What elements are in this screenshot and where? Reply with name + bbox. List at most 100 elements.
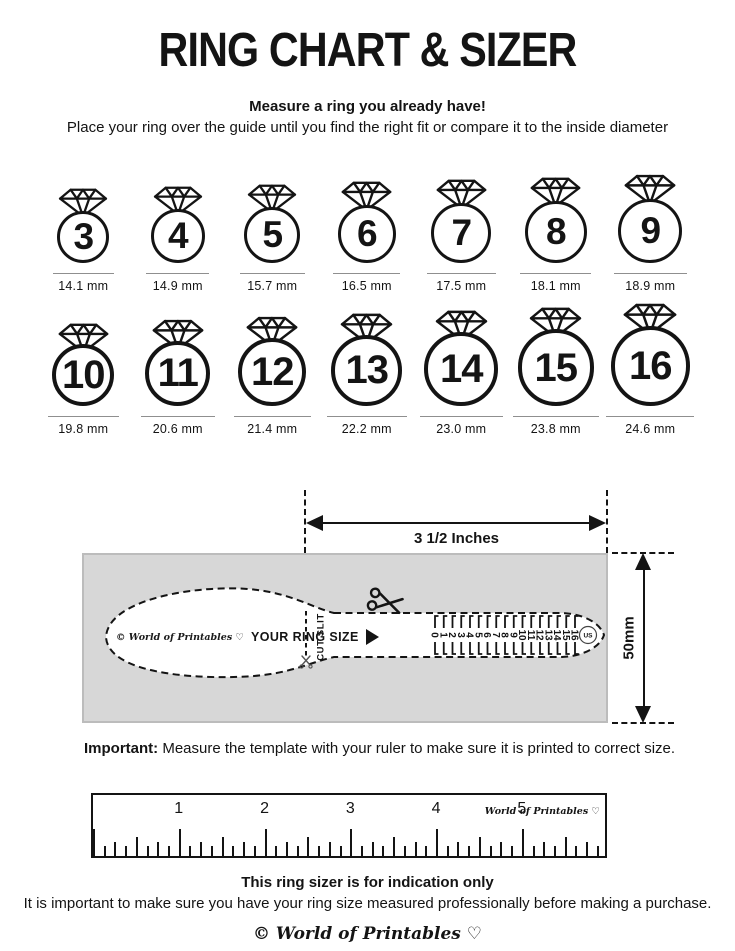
- ruler-tick: [296, 846, 299, 857]
- diamond-icon: [58, 323, 109, 354]
- ruler-tick: [457, 842, 460, 857]
- cut-slit-label: CUT SLIT: [315, 613, 327, 662]
- ring-size-item: 4 14.9 mm: [131, 186, 226, 294]
- paddle-label: © World of Printables ♡ YOUR RING SIZE: [116, 626, 379, 648]
- diamond-ring-icon: 15: [517, 307, 594, 406]
- ring-diameter-label: 14.9 mm: [152, 279, 203, 294]
- ring-underline: [333, 272, 401, 275]
- ring-row-sizes-3-9: 3 14.1 mm 4 14.9 mm 5 15.7 mm 6 16.5 mm 7 17.5 mm…: [0, 174, 735, 294]
- ring-band: 12: [238, 337, 307, 406]
- ring-size-item: 15 23.8 mm: [509, 307, 604, 436]
- ruler-number: 2: [260, 800, 269, 818]
- ruler-tick: [189, 846, 192, 857]
- diamond-ring-icon: 13: [331, 313, 403, 406]
- diamond-ring-icon: 10: [52, 323, 115, 406]
- ruler-tick: [210, 846, 213, 857]
- ring-band: 16: [610, 326, 690, 406]
- important-text: Measure the template with your ruler to …: [158, 740, 676, 758]
- ring-band: 4: [150, 208, 205, 263]
- ring-size-item: 6 16.5 mm: [320, 181, 415, 293]
- ring-diameter-label: 15.7 mm: [247, 279, 298, 294]
- us-size-badge: [578, 626, 598, 645]
- ruler-tick: [328, 842, 331, 857]
- ring-size-item: 13 22.2 mm: [320, 313, 415, 436]
- ring-band: 10: [52, 343, 115, 406]
- important-label: Important:: [84, 740, 159, 758]
- ring-size-number: 8: [545, 211, 567, 253]
- ring-size-number: 15: [534, 345, 578, 390]
- ruler-tick: [253, 846, 256, 857]
- ruler-tick: [168, 846, 171, 857]
- diamond-ring-icon: 6: [337, 181, 396, 263]
- chart-description: Place your ring over the guide until you…: [66, 119, 669, 137]
- ruler-tick: [543, 842, 546, 857]
- ring-size-number: 11: [157, 351, 199, 396]
- ruler-tick: [114, 842, 117, 857]
- ruler-tick: [307, 837, 310, 857]
- mini-scissors-icon: [299, 655, 313, 669]
- page-title: RING CHART & SIZER: [158, 24, 578, 77]
- ruler-tick: [221, 837, 224, 857]
- ruler-tick: [425, 846, 428, 857]
- ruler-tick: [532, 846, 535, 857]
- diamond-icon: [59, 188, 108, 218]
- template-plate: 0 1 2 3 4 5 6 7 8 9 10 11 12 13 14 15 16 US © World of P…: [82, 553, 608, 724]
- ruler-tick: [264, 829, 267, 857]
- ring-size-item: 14 23.0 mm: [414, 310, 509, 436]
- ring-size-number: 9: [640, 210, 661, 252]
- diamond-ring-icon: 12: [238, 316, 307, 406]
- arrow-down-icon: [635, 706, 651, 724]
- diamond-ring-icon: 4: [150, 186, 205, 263]
- ring-underline: [426, 272, 496, 275]
- footer-note-bold: This ring sizer is for indication only: [241, 874, 494, 892]
- arrow-up-icon: [635, 553, 651, 571]
- ruler-tick: [232, 846, 235, 857]
- brand-logo: © World of Printables ♡: [116, 631, 245, 643]
- ruler-number: 1: [174, 800, 184, 818]
- diamond-ring-icon: 11: [145, 319, 211, 406]
- scale-number: 15: [560, 630, 571, 642]
- scale-number: 14: [551, 630, 562, 642]
- sizer-template-section: 3 1/2 Inches 0 1 2 3 4 5 6 7 8 9 10 11 12 13 14 15 16: [0, 486, 735, 734]
- diamond-ring-icon: 16: [610, 303, 690, 406]
- ring-underline: [233, 415, 311, 418]
- pointer-right-icon: [365, 629, 379, 646]
- ruler-tick: [403, 846, 406, 857]
- ring-size-number: 12: [250, 349, 294, 394]
- diamond-ring-icon: 5: [244, 184, 301, 263]
- ruler-tick: [103, 846, 106, 857]
- scale-number: 2: [446, 633, 457, 639]
- your-ring-size-label: YOUR RING SIZE: [251, 630, 359, 645]
- ruler-tick: [285, 842, 288, 857]
- ruler-tick: [521, 829, 524, 857]
- ring-band: 15: [517, 329, 594, 406]
- footer-note: It is important to make sure you have yo…: [23, 895, 712, 913]
- ring-diameter-label: 22.2 mm: [341, 422, 392, 437]
- ruler-tick: [318, 846, 321, 857]
- scale-number: 16: [569, 630, 580, 642]
- ring-size-item: 16 24.6 mm: [603, 303, 698, 436]
- ring-diameter-label: 19.8 mm: [58, 422, 109, 437]
- ruler-tick: [178, 829, 181, 857]
- scale-number: 13: [542, 630, 553, 642]
- ruler-tick: [564, 837, 567, 857]
- ruler-tick: [500, 842, 503, 857]
- ring-size-item: 8 18.1 mm: [509, 177, 604, 294]
- ring-diameter-label: 18.1 mm: [530, 279, 581, 294]
- ring-size-number: 10: [62, 352, 105, 397]
- ruler-tick: [575, 846, 578, 857]
- ruler-tick: [468, 846, 471, 857]
- ring-size-item: 9 18.9 mm: [603, 174, 698, 293]
- ring-band: 7: [431, 202, 492, 263]
- ring-underline: [613, 272, 687, 275]
- ring-size-item: 7 17.5 mm: [414, 179, 509, 293]
- ruler-tick: [446, 846, 449, 857]
- printed-ruler: World of Printables ♡ 1 2 3 4 5: [91, 793, 607, 859]
- ring-diameter-label: 21.4 mm: [247, 422, 298, 437]
- ring-size-number: 3: [73, 216, 94, 258]
- ring-size-number: 16: [628, 344, 672, 389]
- ruler-tick: [436, 829, 439, 857]
- ring-band: 5: [244, 206, 301, 263]
